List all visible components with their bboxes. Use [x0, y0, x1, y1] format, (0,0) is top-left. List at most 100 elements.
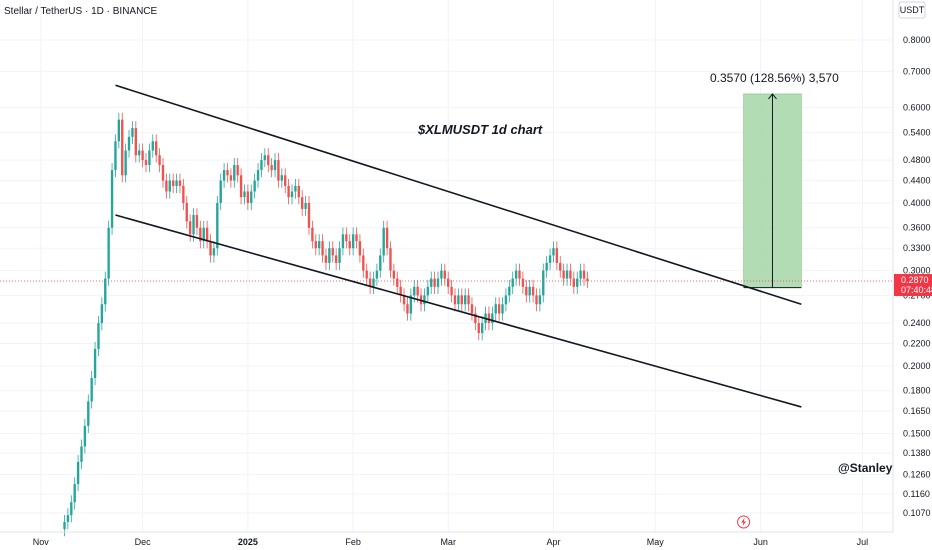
- candle-body: [562, 270, 565, 279]
- y-tick-label: 0.1070: [903, 508, 931, 518]
- current-price-value: 0.2870: [901, 275, 929, 285]
- candle-body: [304, 202, 307, 209]
- candle-body: [229, 175, 233, 181]
- candle-body: [504, 295, 508, 305]
- y-tick-label: 0.2000: [903, 361, 931, 371]
- candle-body: [514, 270, 518, 279]
- candle-body: [576, 278, 579, 287]
- candle-body: [470, 304, 474, 314]
- candle-body: [263, 155, 267, 161]
- candle-body: [260, 160, 263, 171]
- candle-body: [528, 286, 531, 296]
- candle-body: [413, 286, 416, 296]
- candle-body: [572, 278, 576, 287]
- candle-body: [104, 278, 107, 305]
- candle-body: [301, 197, 304, 209]
- candle-body: [552, 248, 555, 256]
- candle-body: [447, 278, 450, 287]
- candle-body: [141, 150, 144, 161]
- candle-body: [168, 180, 171, 192]
- candle-body: [107, 227, 110, 279]
- y-tick-label: 0.4000: [903, 198, 931, 208]
- candle-body: [389, 248, 392, 271]
- candle-body: [236, 165, 239, 176]
- candle-body: [423, 295, 426, 305]
- candle-body: [365, 270, 368, 279]
- candle-body: [474, 313, 477, 324]
- candle-body: [297, 185, 300, 198]
- x-tick-label: Dec: [135, 537, 152, 547]
- chart-annotation-title[interactable]: $XLMUSDT 1d chart: [417, 122, 543, 137]
- candle-body: [73, 484, 76, 503]
- x-axis-ticks: Nov Dec 2025 Feb Mar Apr May Jun Jul: [33, 537, 868, 547]
- y-tick-label: 0.6000: [903, 103, 931, 113]
- measure-arrowhead: [768, 93, 777, 100]
- symbol-title[interactable]: Stellar / TetherUS · 1D · BINANCE: [4, 6, 158, 17]
- candle-body: [409, 295, 413, 314]
- candle-body: [368, 278, 372, 287]
- candle-body: [433, 278, 436, 287]
- candle-body: [253, 180, 256, 192]
- candle-body: [317, 241, 321, 249]
- candle-body: [144, 160, 148, 166]
- candle-body: [467, 295, 470, 305]
- candle-body: [463, 295, 467, 305]
- candle-body: [358, 241, 362, 256]
- candle-body: [226, 170, 229, 176]
- x-tick-label: Mar: [440, 537, 456, 547]
- candle-body: [97, 323, 100, 349]
- candle-body: [239, 175, 243, 198]
- candle-body: [114, 141, 117, 171]
- candle-body: [199, 227, 202, 242]
- candle-body: [70, 502, 73, 516]
- candle-body: [195, 215, 199, 228]
- candle-body: [511, 278, 514, 287]
- countdown-value: 07:40:48: [901, 285, 932, 295]
- candle-body: [158, 155, 161, 166]
- channel-lower-line[interactable]: [115, 214, 802, 408]
- x-tick-label: Jul: [857, 537, 869, 547]
- candle-body: [453, 295, 457, 305]
- candle-body: [555, 248, 559, 263]
- candle-body: [314, 241, 317, 249]
- candle-body: [290, 191, 294, 198]
- y-tick-label: 0.4400: [903, 176, 931, 186]
- candle-body: [307, 202, 311, 228]
- candle-body: [267, 155, 270, 166]
- candle-body: [321, 241, 324, 256]
- candle-body: [396, 278, 399, 287]
- y-tick-label: 0.1800: [903, 386, 931, 396]
- y-tick-label: 0.3600: [903, 223, 931, 233]
- candle-body: [535, 295, 538, 305]
- candle-body: [124, 150, 127, 176]
- currency-badge[interactable]: [898, 1, 926, 19]
- candle-body: [148, 150, 151, 166]
- candles: [63, 112, 589, 537]
- y-tick-label: 0.3000: [903, 266, 931, 276]
- candle-body: [117, 119, 121, 142]
- y-tick-label: 0.2200: [903, 339, 931, 349]
- candle-body: [538, 295, 542, 305]
- channel-upper-line[interactable]: [115, 84, 802, 306]
- y-tick-label: 0.4800: [903, 155, 931, 165]
- candle-body: [188, 221, 192, 235]
- candle-body: [559, 262, 562, 271]
- y-tick-label: 0.3300: [903, 243, 931, 253]
- candle-body: [63, 521, 66, 530]
- candle-body: [328, 248, 331, 263]
- candle-body: [178, 180, 182, 186]
- candle-body: [426, 286, 430, 296]
- y-tick-label: 0.1650: [903, 406, 931, 416]
- candle-body: [138, 150, 141, 156]
- candle-body: [569, 270, 572, 279]
- candle-body: [219, 180, 222, 203]
- candle-body: [100, 304, 104, 324]
- lightning-icon[interactable]: [737, 515, 751, 529]
- candle-body: [477, 323, 480, 334]
- candle-body: [440, 270, 443, 279]
- candle-body: [205, 227, 209, 242]
- candle-body: [121, 119, 124, 176]
- candle-body: [494, 304, 497, 314]
